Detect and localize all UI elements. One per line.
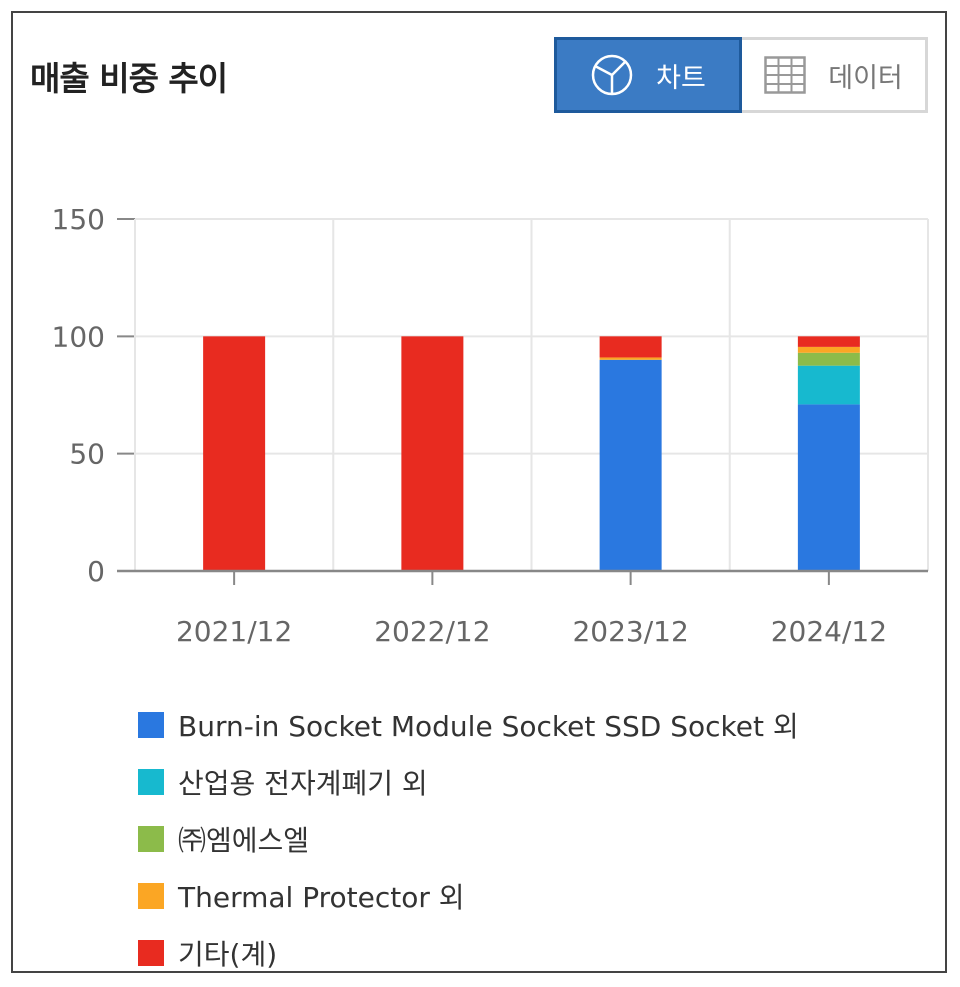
legend-label: ㈜엠에스엘 (178, 823, 310, 857)
legend-label: 산업용 전자계폐기 외 (178, 766, 428, 800)
bar-segment (599, 336, 662, 358)
legend-swatch (138, 882, 164, 909)
y-tick-label: 150 (52, 203, 105, 236)
data-view-button[interactable]: 데이터 (742, 37, 928, 113)
data-view-label: 데이터 (828, 62, 903, 94)
chart-panel (11, 11, 947, 973)
view-toggle: 차트 데이터 (554, 37, 928, 113)
table-icon (764, 56, 806, 94)
bar-segment (599, 359, 662, 571)
y-tick-label: 100 (52, 320, 105, 353)
x-tick-label: 2022/12 (374, 615, 490, 648)
legend-item[interactable]: ㈜엠에스엘 (138, 810, 799, 867)
bar-segment (599, 357, 662, 360)
legend-label: Burn-in Socket Module Socket SSD Socket … (178, 709, 799, 743)
legend-swatch (138, 939, 164, 966)
bar-segment (401, 336, 464, 571)
bar-segment (797, 352, 860, 366)
bar-segment (797, 336, 860, 347)
chart-view-button[interactable]: 차트 (554, 37, 742, 113)
legend-item[interactable]: 기타(계) (138, 924, 799, 981)
legend-item[interactable]: Thermal Protector 외 (138, 867, 799, 924)
bar-segment (797, 404, 860, 571)
x-tick-label: 2021/12 (176, 615, 292, 648)
bar-segment (203, 336, 266, 571)
chart-view-label: 차트 (656, 62, 706, 94)
legend-swatch (138, 768, 164, 795)
bar-segment (797, 365, 860, 405)
legend-swatch (138, 825, 164, 852)
stacked-bar-chart: 0 50 100 150 2021/12 2022/12 2023/12 2024/12 (52, 203, 929, 648)
x-tick-label: 2023/12 (572, 615, 688, 648)
legend-label: Thermal Protector 외 (178, 880, 465, 914)
bar-segment (797, 346, 860, 353)
legend-swatch (138, 711, 164, 738)
legend-item[interactable]: 산업용 전자계폐기 외 (138, 753, 799, 810)
legend-item[interactable]: Burn-in Socket Module Socket SSD Socket … (138, 696, 799, 753)
legend-label: 기타(계) (178, 937, 278, 971)
y-tick-label: 0 (87, 555, 105, 588)
chart-title: 매출 비중 추이 (30, 59, 228, 98)
x-tick-label: 2024/12 (771, 615, 887, 648)
y-tick-label: 50 (69, 438, 105, 471)
pie-chart-icon (591, 54, 633, 96)
chart-legend: Burn-in Socket Module Socket SSD Socket … (138, 696, 799, 981)
